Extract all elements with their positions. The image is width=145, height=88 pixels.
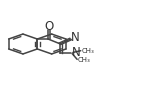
Text: CH₃: CH₃ [78, 57, 90, 63]
Text: CH₃: CH₃ [81, 48, 94, 54]
Text: N: N [72, 46, 81, 59]
Text: O: O [44, 20, 54, 33]
Text: N: N [71, 31, 79, 44]
